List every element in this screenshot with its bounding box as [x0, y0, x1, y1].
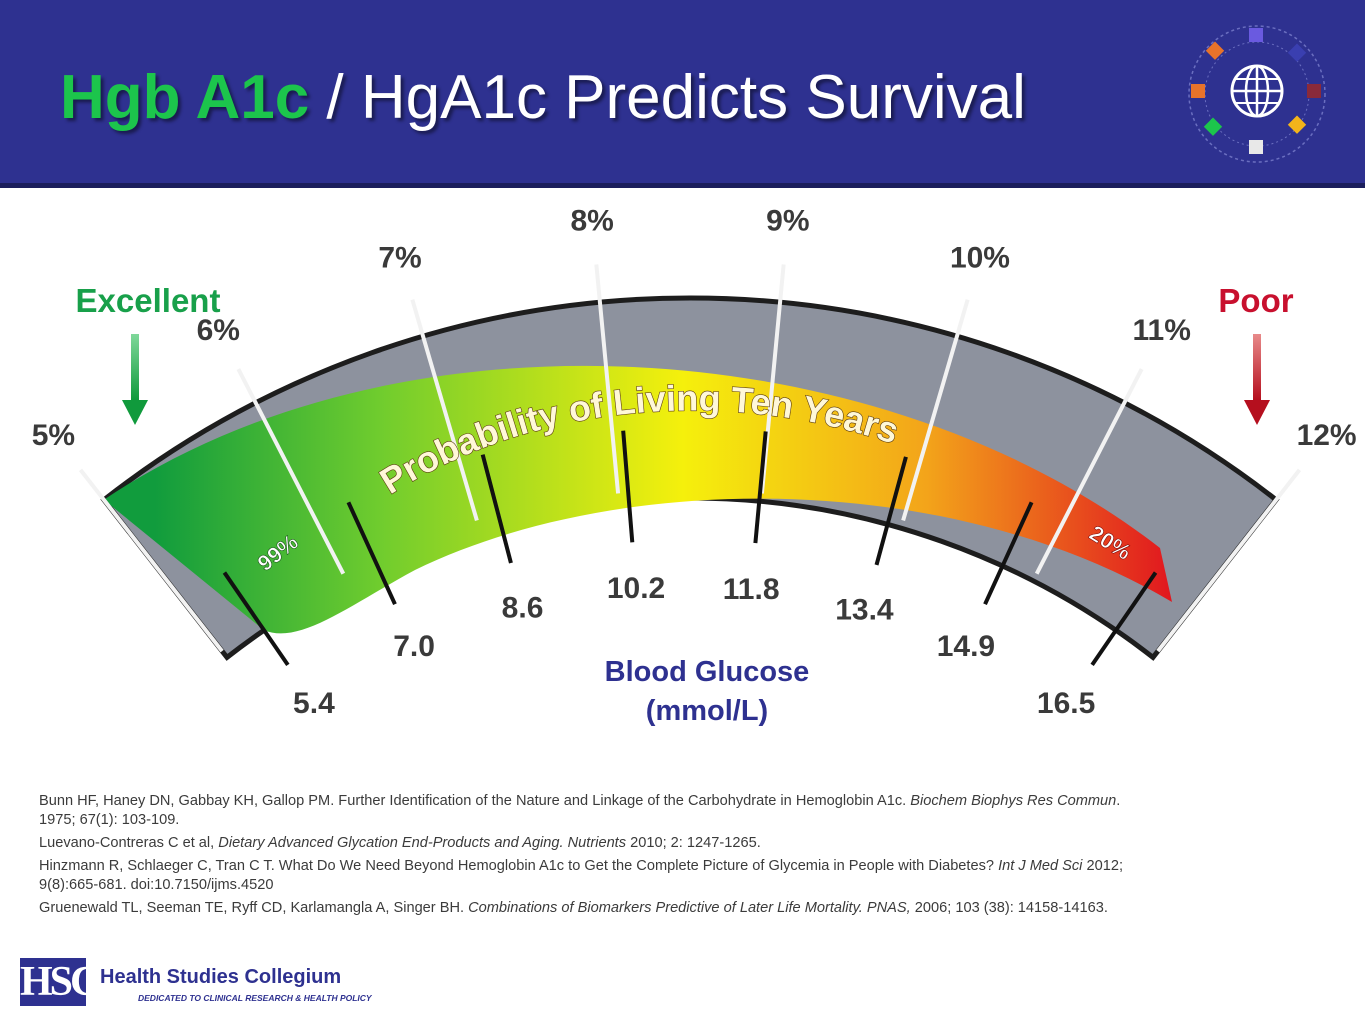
hba1c-tick-line: [1156, 468, 1302, 653]
glucose-tick-line: [222, 571, 290, 667]
glucose-tick-label: 10.2: [607, 572, 665, 605]
excellent-label: Excellent: [76, 282, 221, 319]
glucose-tick-line: [621, 430, 635, 543]
hba1c-tick-line: [901, 299, 970, 522]
hba1c-tick-label: 8%: [570, 205, 613, 238]
reference-item: Hinzmann R, Schlaeger C, Tran C T. What …: [39, 857, 1129, 895]
hba1c-tick-label: 10%: [950, 241, 1010, 274]
reference-tail: 2010; 2: 1247-1265.: [626, 835, 761, 851]
hba1c-tick-line: [410, 299, 479, 522]
reference-journal: Int J Med Sci: [998, 858, 1083, 874]
hba1c-tick-label: 9%: [766, 205, 809, 238]
reference-item: Bunn HF, Haney DN, Gabbay KH, Gallop PM.…: [39, 792, 1129, 830]
title-predicts-survival: / HgA1c Predicts Survival: [309, 63, 1026, 132]
page-title: Hgb A1c / HgA1c Predicts Survival: [60, 62, 1026, 133]
hba1c-tick-line: [1034, 368, 1144, 575]
glucose-axis-unit: (mmol/L): [646, 695, 768, 727]
reference-text: Gruenewald TL, Seeman TE, Ryff CD, Karla…: [39, 900, 469, 916]
org-tagline: DEDICATED TO CLINICAL RESEARCH & HEALTH …: [138, 993, 372, 1003]
reference-tail: 2012; 9(8):665-681. doi:10.7150/ijms.452…: [39, 858, 1123, 893]
glucose-tick-label: 13.4: [835, 593, 894, 626]
title-hgb-a1c: Hgb A1c: [60, 63, 310, 132]
reference-journal: Combinations of Biomarkers Predictive of…: [468, 900, 911, 916]
hba1c-tick-label: 11%: [1133, 314, 1191, 347]
reference-text: Hinzmann R, Schlaeger C, Tran C T. What …: [39, 858, 999, 874]
hba1c-tick-line: [759, 264, 786, 494]
hba1c-tick-label: 6%: [197, 314, 240, 347]
reference-tail: . 1975; 67(1): 103-109.: [39, 793, 1121, 828]
glucose-tick-label: 14.9: [937, 630, 995, 663]
glucose-tick-label: 5.4: [293, 687, 335, 720]
glucose-tick-label: 8.6: [502, 591, 544, 624]
glucose-tick-line: [874, 456, 908, 566]
references: Bunn HF, Haney DN, Gabbay KH, Gallop PM.…: [39, 792, 1129, 922]
gradient-band: [103, 365, 1172, 634]
glucose-tick-label: 11.8: [723, 573, 780, 606]
hba1c-tick-line: [594, 264, 621, 494]
survival-gauge: 5% 6% 7% 8% 9% 10% 11% 12% 5.4 7.0 8.6 10.2 11.8 13.4…: [32, 205, 1357, 727]
hba1c-tick-line: [236, 368, 346, 575]
hba1c-tick-line: [78, 468, 224, 653]
glucose-tick-line: [983, 501, 1034, 606]
globe-icon: [1188, 25, 1326, 163]
reference-item: Luevano-Contreras C et al, Dietary Advan…: [39, 834, 1129, 853]
hba1c-tick-label: 7%: [378, 241, 421, 274]
glucose-axis-label: Blood Glucose: [605, 656, 810, 688]
down-arrow-green-icon: [122, 334, 148, 425]
reference-journal: Dietary Advanced Glycation End-Products …: [218, 835, 627, 851]
glucose-tick-line: [1090, 571, 1158, 667]
glucose-tick-line: [346, 501, 397, 606]
glucose-tick-line: [753, 431, 768, 544]
glucose-tick-line: [480, 454, 513, 564]
reference-text: Bunn HF, Haney DN, Gabbay KH, Gallop PM.…: [39, 793, 911, 809]
hba1c-tick-label: 5%: [32, 419, 75, 452]
reference-item: Gruenewald TL, Seeman TE, Ryff CD, Karla…: [39, 899, 1129, 918]
reference-text: Luevano-Contreras C et al,: [39, 835, 219, 851]
poor-label: Poor: [1218, 282, 1293, 319]
gauge-ticks: 5% 6% 7% 8% 9% 10% 11% 12% 5.4 7.0 8.6 10.2 11.8 13.4…: [32, 205, 1357, 720]
header-bar: Hgb A1c / HgA1c Predicts Survival: [0, 0, 1365, 188]
hsc-logo: HSC: [20, 958, 100, 1006]
reference-journal: Biochem Biophys Res Commun: [910, 793, 1117, 809]
glucose-tick-label: 7.0: [393, 630, 435, 663]
hba1c-tick-label: 12%: [1297, 419, 1357, 452]
reference-tail: 2006; 103 (38): 14158-14163.: [910, 900, 1108, 916]
survival-band: [103, 365, 1172, 634]
down-arrow-red-icon: [1244, 334, 1270, 425]
org-name: Health Studies Collegium: [100, 966, 342, 988]
glucose-tick-label: 16.5: [1037, 687, 1095, 720]
